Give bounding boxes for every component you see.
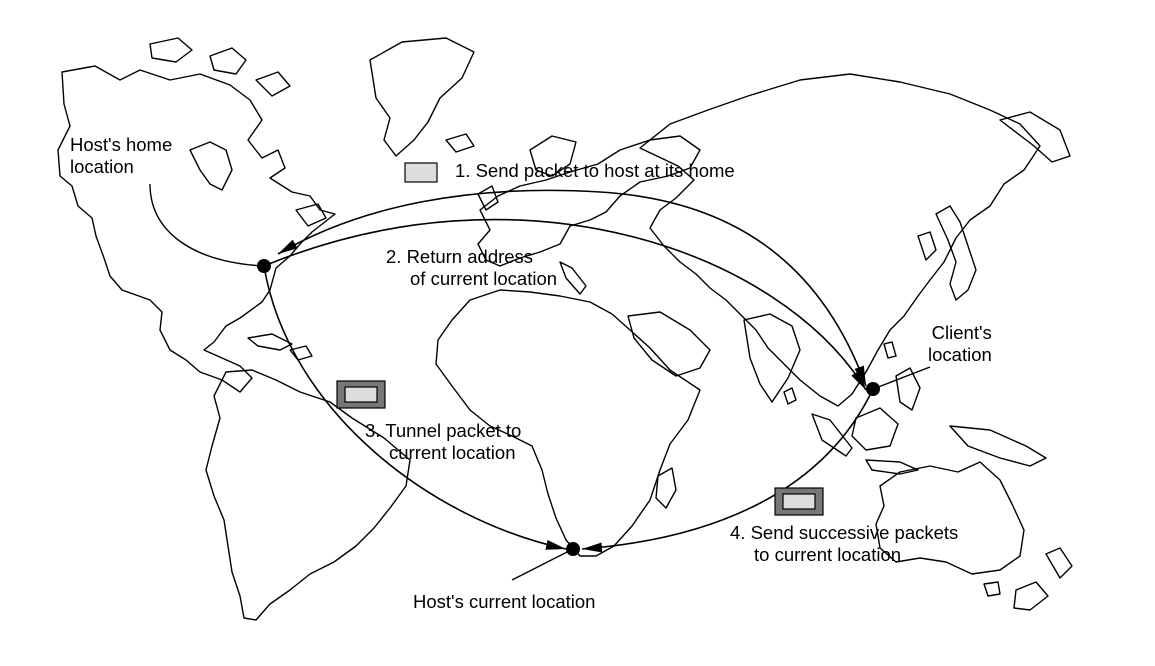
- home-location-label: Host's home location: [70, 134, 172, 178]
- step3-label-line-1: 3. Tunnel packet to: [365, 420, 522, 441]
- step4-label-line-1: 4. Send successive packets: [730, 522, 959, 543]
- step1-label: 1. Send packet to host at its home: [455, 160, 735, 181]
- arrow-step1-send-to-home: [599, 191, 867, 387]
- client-label-line-1: Client's: [931, 322, 992, 343]
- packet-icon-plain: [404, 162, 438, 183]
- packet-icon-tunneled-1: [336, 380, 386, 409]
- south-america-outline: [205, 369, 411, 621]
- arrow-step2-return-address: [263, 218, 867, 391]
- new-zealand-south: [1013, 581, 1049, 611]
- kamchatka: [999, 111, 1071, 163]
- new-zealand-north: [1045, 547, 1073, 579]
- home-label-line-1: Host's home: [70, 134, 173, 155]
- newfoundland: [295, 203, 327, 227]
- borneo: [851, 407, 899, 451]
- current-location-node: [566, 542, 580, 556]
- taiwan: [883, 341, 897, 359]
- client-location-node: [866, 382, 880, 396]
- step2-label: 2. Return address of current location: [386, 246, 557, 290]
- great-britain: [477, 185, 499, 211]
- korea: [917, 231, 937, 261]
- java: [865, 459, 919, 475]
- step2-label-line-1: 2. Return address: [386, 246, 534, 267]
- packet-icon-tunneled-2: [774, 487, 824, 516]
- home-location-node: [257, 259, 271, 273]
- client-leader-line: [872, 366, 931, 390]
- greenland-outline: [369, 37, 475, 157]
- north-america-outline: [57, 65, 336, 393]
- current-location-label: Host's current location: [413, 591, 596, 612]
- nodes: [257, 259, 880, 556]
- step2-label-line-2: of current location: [410, 268, 558, 289]
- europe-outline: [477, 135, 701, 267]
- home-leader-line: [149, 183, 265, 267]
- new-guinea: [949, 425, 1047, 467]
- cuba: [247, 333, 293, 351]
- arrow-step3-tunnel: [263, 265, 567, 550]
- current-leader-line: [511, 548, 574, 581]
- step4-label-line-2: to current location: [754, 544, 902, 565]
- india-outline: [743, 313, 801, 403]
- packet-icons: [336, 162, 824, 516]
- hispaniola: [289, 345, 313, 361]
- asia-outline: [639, 73, 1041, 407]
- scandinavia: [529, 135, 577, 177]
- hudson-bay-outline: [189, 141, 233, 191]
- step3-label-line-2: current location: [389, 442, 516, 463]
- client-location-label: Client's location: [928, 322, 992, 366]
- tasmania: [983, 581, 1001, 597]
- client-label-line-2: location: [928, 344, 992, 365]
- sri-lanka: [783, 387, 797, 405]
- iceland: [445, 133, 475, 153]
- italy: [559, 261, 587, 295]
- leader-lines: [149, 183, 931, 581]
- madagascar: [655, 467, 677, 509]
- philippines: [895, 367, 921, 411]
- arrow-step4-successive: [581, 388, 874, 553]
- australia-outline: [875, 461, 1025, 575]
- arrow-step1-from-home: [277, 189, 601, 255]
- arabia-outline: [627, 311, 711, 377]
- world-map: [57, 37, 1073, 621]
- flow-arrows: [263, 189, 874, 553]
- arctic-island-1: [149, 37, 193, 63]
- step4-label: 4. Send successive packets to current lo…: [730, 522, 958, 566]
- arctic-island-3: [255, 71, 291, 97]
- home-label-line-2: location: [70, 156, 134, 177]
- step3-label: 3. Tunnel packet to current location: [365, 420, 521, 464]
- arctic-island-2: [209, 47, 247, 75]
- japan: [935, 205, 977, 301]
- sumatra: [811, 413, 853, 457]
